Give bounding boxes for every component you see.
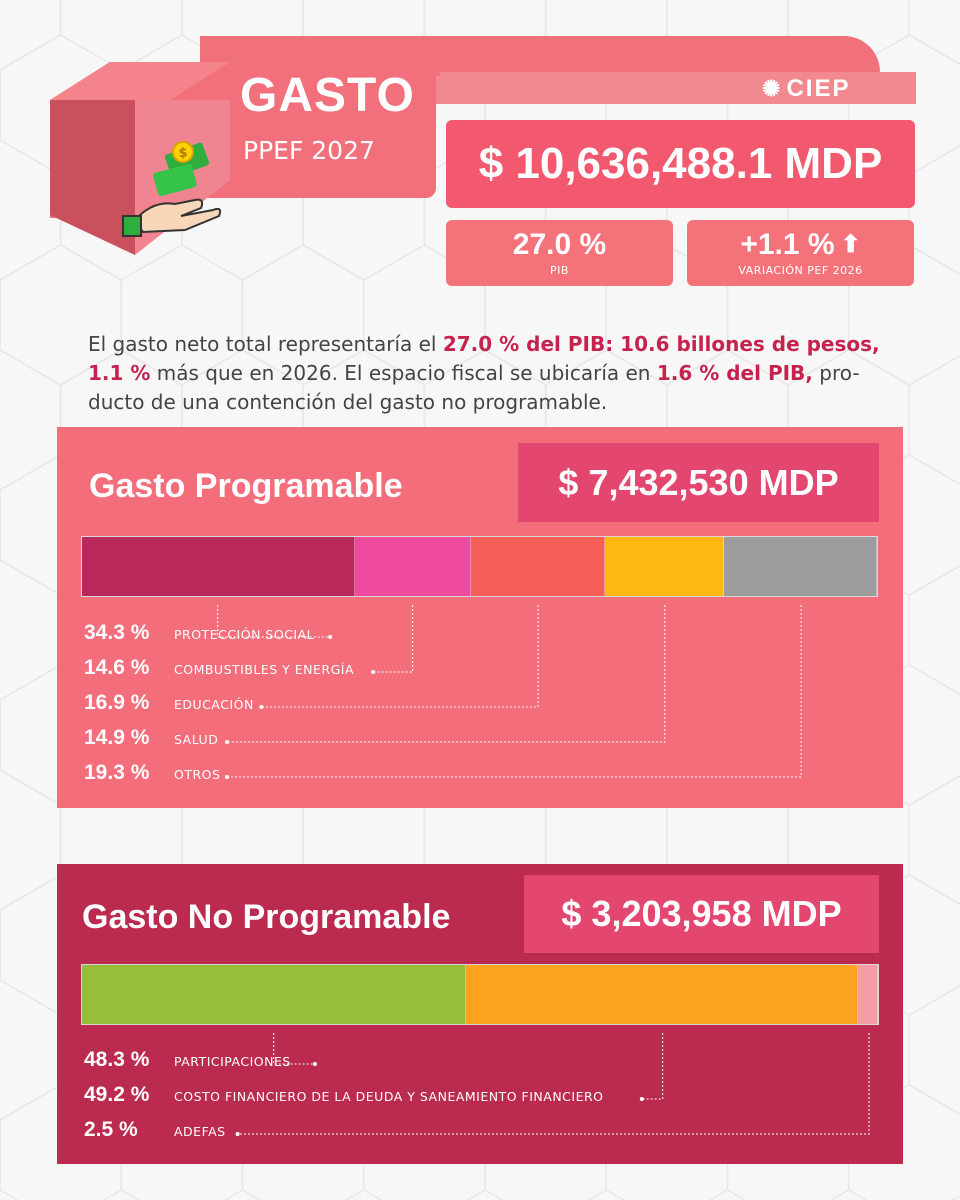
total-expense-box: $ 10,636,488.1 MDP (446, 120, 915, 208)
header-strip (200, 36, 440, 76)
bar-segment (470, 537, 606, 596)
summary-paragraph: El gasto neto total representaría el 27.… (88, 330, 888, 417)
bar-segment (723, 537, 877, 596)
leader-line (641, 1033, 664, 1100)
category-name: ADEFAS (174, 1124, 226, 1139)
page-title: GASTO (240, 69, 415, 122)
section-amount: $ 7,432,530 MDP (558, 461, 839, 503)
category-name: SALUD (174, 732, 219, 747)
leader-dot (313, 1062, 317, 1066)
pib-box: 27.0 % PIB (446, 220, 673, 286)
category-name: OTROS (174, 767, 221, 782)
category-label: 16.9 % EDUCACIÓN (84, 691, 254, 715)
leader-dot (328, 635, 333, 639)
summary-bold: 1.1 % (88, 361, 151, 385)
bar-segment (605, 537, 724, 596)
page-subtitle: PPEF 2027 (243, 136, 375, 165)
bar-segment (858, 965, 878, 1024)
arrow-up-icon: ⬆ (840, 231, 861, 258)
leader-line (261, 605, 539, 708)
category-label: 14.6 % COMBUSTIBLES Y ENERGÍA (84, 656, 354, 680)
leader-line (373, 605, 414, 673)
leader-dot (371, 670, 376, 674)
bar-segment (354, 537, 471, 596)
leader-line (237, 1033, 870, 1135)
leader-line (227, 605, 666, 743)
category-percent: 34.3 % (84, 621, 150, 644)
ciep-logo: ✺ CIEP (762, 75, 850, 103)
header-band (430, 36, 880, 72)
category-label: 2.5 % ADEFAS (84, 1118, 226, 1142)
summary-bold: 27.0 % del PIB: 10.6 billones de pesos, (442, 332, 880, 356)
logo-text: CIEP (786, 75, 851, 102)
category-percent: 14.9 % (84, 726, 150, 749)
bar-segment (82, 537, 355, 596)
leader-dot (639, 1097, 644, 1101)
gasto-programable-section: Gasto Programable $ 7,432,530 MDP 34.3 %… (57, 427, 903, 808)
category-name: COSTO FINANCIERO DE LA DEUDA Y SANEAMIEN… (174, 1089, 604, 1104)
category-label: 34.3 % PROTECCIÓN SOCIAL (84, 621, 314, 645)
section-title: Gasto Programable (89, 467, 403, 505)
section-amount-box: $ 7,432,530 MDP (518, 443, 879, 522)
category-label: 48.3 % PARTICIPACIONES (84, 1048, 291, 1072)
section-title: Gasto No Programable (82, 898, 451, 936)
variation-box: +1.1 % ⬆ VARIACIÓN PEF 2026 (687, 220, 914, 286)
money-hand-icon: $ (50, 62, 230, 255)
category-percent: 16.9 % (84, 691, 150, 714)
category-label: 49.2 % COSTO FINANCIERO DE LA DEUDA Y SAN… (84, 1083, 604, 1107)
category-percent: 48.3 % (84, 1048, 150, 1071)
leader-line (217, 605, 331, 638)
leader-lines (217, 605, 802, 779)
category-name: PROTECCIÓN SOCIAL (174, 627, 315, 642)
category-percent: 19.3 % (84, 761, 150, 784)
bar-segment (82, 965, 467, 1024)
category-label: 14.9 % SALUD (84, 726, 218, 750)
leader-dot (225, 740, 229, 744)
leader-dot (259, 705, 264, 709)
stacked-bar (81, 964, 879, 1025)
category-name: COMBUSTIBLES Y ENERGÍA (174, 662, 355, 677)
section-amount: $ 3,203,958 MDP (561, 893, 842, 934)
category-name: EDUCACIÓN (174, 697, 254, 712)
gasto-no-programable-section: Gasto No Programable $ 3,203,958 MDP 48.… (57, 864, 903, 1164)
total-expense-value: $ 10,636,488.1 MDP (478, 139, 883, 188)
pib-label: PIB (550, 264, 569, 277)
category-label: 19.3 % OTROS (84, 761, 220, 785)
bar-segment (466, 965, 859, 1024)
leader-line (227, 605, 802, 778)
category-percent: 14.6 % (84, 656, 150, 679)
header-band-lower (430, 72, 916, 104)
sun-logo-icon: ✺ (762, 76, 783, 101)
leader-dot (235, 1132, 240, 1136)
variation-value: +1.1 % (740, 228, 835, 261)
leader-dot (225, 775, 229, 779)
category-percent: 2.5 % (84, 1118, 138, 1141)
svg-text:$: $ (178, 146, 187, 161)
summary-text: pro-ducto de una contención del gasto no… (88, 361, 860, 414)
category-name: PARTICIPACIONES (174, 1054, 291, 1069)
variation-label: VARIACIÓN PEF 2026 (738, 264, 863, 277)
category-percent: 49.2 % (84, 1083, 150, 1106)
summary-text: más que en 2026. El espacio fiscal se ub… (150, 361, 657, 385)
leader-lines (235, 1033, 870, 1136)
header-title-panel (200, 72, 436, 198)
stacked-bar (81, 536, 878, 597)
pib-value: 27.0 % (512, 228, 607, 261)
summary-text: El gasto neto total representaría el (88, 332, 443, 356)
section-amount-box: $ 3,203,958 MDP (524, 875, 879, 953)
summary-bold: 1.6 % del PIB, (656, 361, 813, 385)
